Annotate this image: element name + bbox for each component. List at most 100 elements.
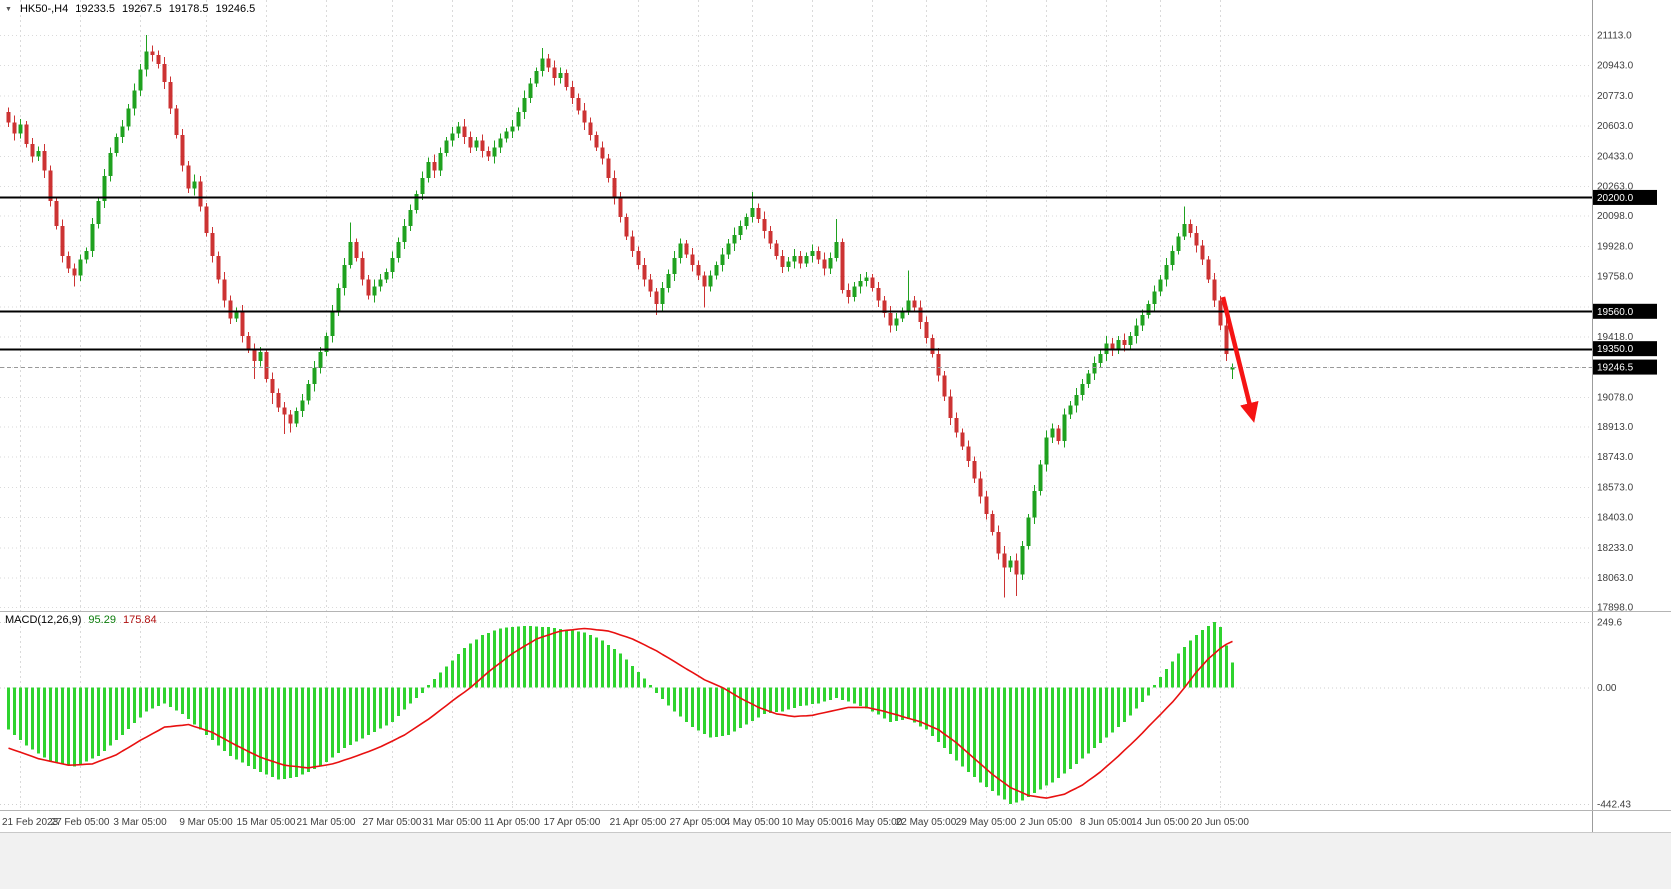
- candle: [870, 273, 875, 292]
- macd-bar: [583, 632, 586, 688]
- macd-bar: [661, 687, 664, 699]
- macd-bar: [865, 687, 868, 709]
- macd-bar: [343, 687, 346, 749]
- candle: [474, 136, 479, 152]
- candle: [6, 107, 11, 128]
- candle: [54, 197, 59, 230]
- candle: [828, 252, 833, 274]
- macd-bar: [931, 687, 934, 736]
- panel-separators: [0, 0, 1671, 833]
- candle: [972, 456, 977, 483]
- macd-bar: [349, 687, 352, 745]
- candle: [432, 154, 437, 178]
- macd-bar: [211, 687, 214, 741]
- time-tick-label: 22 May 05:00: [896, 817, 957, 828]
- price-tag: 19560.0: [1593, 303, 1657, 319]
- candle: [156, 50, 161, 69]
- macd-bar: [157, 687, 160, 707]
- candle: [480, 134, 485, 158]
- candle: [684, 240, 689, 258]
- candle: [612, 170, 617, 205]
- candle: [1194, 225, 1199, 253]
- price-tick-label: 19078.0: [1597, 393, 1634, 404]
- candle: [504, 128, 509, 143]
- macd-bar: [913, 687, 916, 723]
- macd-bar: [709, 687, 712, 738]
- macd-bar: [625, 659, 628, 688]
- horizontal-levels[interactable]: [0, 196, 1592, 368]
- sell-arrow-annotation[interactable]: [1220, 296, 1259, 423]
- time-tick-label: 17 Apr 05:00: [544, 817, 601, 828]
- macd-bar: [1093, 687, 1096, 749]
- candle: [1212, 273, 1217, 307]
- candle: [66, 251, 71, 274]
- candle: [1182, 206, 1187, 241]
- macd-bar: [127, 687, 130, 730]
- candle: [570, 80, 575, 105]
- macd-bar: [589, 635, 592, 688]
- macd-bar: [355, 687, 358, 742]
- macd-bar: [421, 687, 424, 693]
- macd-bar: [37, 687, 40, 754]
- chart-title-bar: ▼ HK50-,H4 19233.5 19267.5 19178.5 19246…: [5, 3, 255, 15]
- macd-bar: [541, 626, 544, 688]
- candle: [780, 249, 785, 274]
- candlesticks-layer: [6, 35, 1235, 598]
- svg-text:19560.0: 19560.0: [1597, 307, 1634, 318]
- candle: [222, 272, 227, 308]
- time-tick-label: 8 Jun 05:00: [1080, 817, 1133, 828]
- macd-bar: [1045, 687, 1048, 786]
- macd-bar: [319, 687, 322, 767]
- candle: [678, 238, 683, 264]
- macd-bar: [187, 687, 190, 720]
- macd-bar: [937, 687, 940, 743]
- macd-bar: [1051, 687, 1054, 783]
- candle: [1020, 540, 1025, 580]
- candle: [426, 157, 431, 183]
- candle: [822, 252, 827, 276]
- macd-bar: [1111, 687, 1114, 733]
- macd-bar: [409, 687, 412, 704]
- candle: [1188, 219, 1193, 238]
- time-tick-label: 27 Feb 05:00: [51, 817, 110, 828]
- candle: [396, 237, 401, 263]
- price-tick-label: 20943.0: [1597, 61, 1634, 72]
- macd-bar: [49, 687, 52, 762]
- candle: [690, 248, 695, 272]
- time-tick-label: 21 Feb 2023: [2, 817, 59, 828]
- candle: [150, 45, 155, 62]
- macd-bar: [631, 665, 634, 688]
- macd-bar: [793, 687, 796, 708]
- macd-bar: [1129, 687, 1132, 716]
- candle: [660, 281, 665, 311]
- candle: [894, 313, 899, 331]
- candle: [36, 146, 41, 161]
- macd-bar: [133, 687, 136, 724]
- candle: [636, 246, 641, 270]
- macd-bar: [1039, 687, 1042, 790]
- candle: [336, 283, 341, 316]
- price-tag: 19350.0: [1593, 341, 1657, 357]
- macd-bar: [13, 687, 16, 735]
- macd-bar: [1081, 687, 1084, 759]
- candle: [936, 347, 941, 382]
- candle: [366, 274, 371, 300]
- macd-bar: [1033, 687, 1036, 793]
- macd-axis-label: -442.43: [1597, 800, 1631, 811]
- macd-bar: [781, 687, 784, 712]
- candle: [756, 203, 761, 224]
- candle: [768, 225, 773, 250]
- macd-bar: [175, 687, 178, 711]
- candle: [1032, 484, 1037, 524]
- macd-signal-line: [8, 627, 1233, 799]
- macd-bar: [1117, 687, 1120, 728]
- candle: [876, 281, 881, 307]
- chart-menu-icon[interactable]: ▼: [5, 5, 12, 13]
- macd-bar: [727, 687, 730, 735]
- candle: [282, 402, 287, 435]
- candle: [522, 90, 527, 120]
- price-tick-label: 20773.0: [1597, 91, 1634, 102]
- candle: [72, 263, 77, 287]
- macd-bar: [547, 627, 550, 688]
